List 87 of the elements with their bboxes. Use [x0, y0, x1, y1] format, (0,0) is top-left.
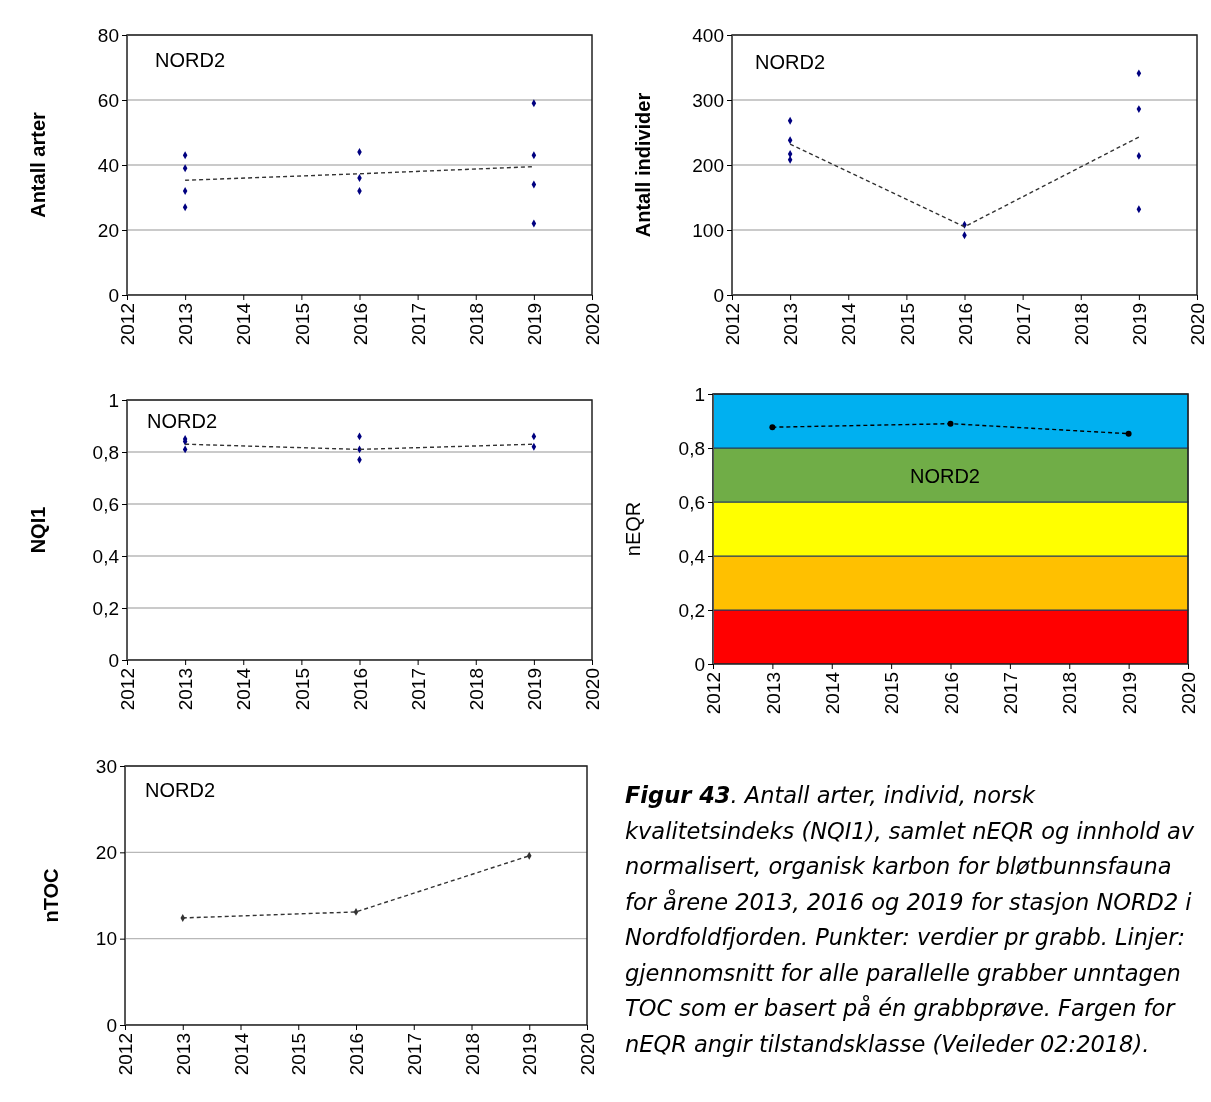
y-axis-title: nTOC — [40, 868, 62, 923]
x-tick-label: 2019 — [524, 303, 546, 346]
x-tick-label: 2012 — [703, 672, 725, 715]
x-tick-label: 2015 — [881, 672, 903, 715]
y-tick-label: 0 — [108, 284, 119, 306]
y-tick-label: 0,6 — [92, 493, 119, 515]
x-tick-label: 2016 — [349, 668, 371, 711]
y-tick-label: 0 — [694, 653, 705, 675]
x-tick-label: 2020 — [577, 1033, 599, 1076]
annotation: NORD2 — [755, 51, 826, 74]
y-tick-label: 0,2 — [92, 597, 119, 619]
y-tick-label: 40 — [97, 154, 119, 176]
x-tick-label: 2015 — [291, 303, 313, 346]
y-tick-label: 0,4 — [678, 545, 706, 567]
annotation: NORD2 — [145, 779, 216, 802]
x-tick-label: 2015 — [896, 303, 918, 346]
x-tick-label: 2014 — [233, 667, 255, 711]
y-tick-label: 0,4 — [92, 545, 120, 567]
x-tick-label: 2015 — [291, 668, 313, 711]
annotation: NORD2 — [155, 49, 226, 72]
y-axis-title: Antall arter — [27, 111, 49, 218]
point — [180, 914, 186, 922]
x-tick-label: 2014 — [233, 302, 255, 346]
y-tick-label: 20 — [95, 841, 117, 863]
y-tick-label: 10 — [95, 928, 117, 950]
x-tick-label: 2018 — [1070, 303, 1092, 346]
y-tick-label: 80 — [97, 24, 119, 46]
point — [769, 424, 776, 431]
y-tick-label: 400 — [692, 24, 724, 46]
y-tick-label: 30 — [95, 755, 117, 777]
x-tick-label: 2020 — [582, 303, 604, 346]
x-tick-label: 2018 — [465, 303, 487, 346]
x-tick-label: 2012 — [117, 668, 139, 711]
y-axis-title: Antall individer — [632, 92, 654, 238]
y-tick-label: 0,8 — [678, 437, 705, 459]
x-tick-label: 2016 — [940, 672, 962, 715]
x-tick-label: 2016 — [349, 303, 371, 346]
x-tick-label: 2017 — [407, 668, 429, 711]
x-tick-label: 2018 — [465, 668, 487, 711]
y-tick-label: 0,8 — [92, 441, 119, 463]
point — [1125, 430, 1132, 437]
annotation: NORD2 — [147, 410, 218, 433]
x-tick-label: 2013 — [780, 303, 802, 346]
y-tick-label: 0 — [106, 1014, 117, 1036]
y-tick-label: 0,2 — [678, 599, 705, 621]
x-tick-label: 2014 — [838, 302, 860, 346]
y-axis-title: NQI1 — [27, 506, 49, 554]
y-tick-label: 1 — [694, 383, 705, 405]
annotation: NORD2 — [909, 465, 981, 488]
y-tick-label: 60 — [97, 89, 119, 111]
x-tick-label: 2019 — [524, 668, 546, 711]
y-tick-label: 0 — [713, 284, 724, 306]
x-tick-label: 2016 — [346, 1033, 368, 1076]
x-tick-label: 2012 — [722, 303, 744, 346]
x-tick-label: 2017 — [1000, 672, 1022, 715]
point — [947, 420, 954, 427]
y-tick-label: 300 — [692, 89, 724, 111]
point — [182, 187, 188, 195]
y-axis-title: nEQR — [622, 501, 644, 557]
x-tick-label: 2013 — [172, 1033, 194, 1076]
x-tick-label: 2019 — [1118, 672, 1140, 715]
x-tick-label: 2019 — [519, 1033, 541, 1076]
x-tick-label: 2019 — [1129, 303, 1151, 346]
x-tick-label: 2018 — [461, 1033, 483, 1076]
x-tick-label: 2020 — [582, 668, 604, 711]
x-tick-label: 2017 — [1012, 303, 1034, 346]
x-tick-label: 2018 — [1059, 672, 1081, 715]
x-tick-label: 2017 — [403, 1033, 425, 1076]
x-tick-label: 2014 — [821, 671, 843, 715]
x-tick-label: 2012 — [115, 1033, 137, 1076]
y-tick-label: 0,6 — [678, 491, 705, 513]
x-tick-label: 2013 — [175, 303, 197, 346]
x-tick-label: 2013 — [175, 668, 197, 711]
text: Figur 43. Antall arter, individ, norsk kvalitetsindeks (NQI1), samlet nEQR og innhold av normalisert, organisk karbon for bløtbunnsfauna for årene 2013, 2016 og 2019 for stasjon NORD2 i Nordfoldfjorden. Punkter: verdier pr grabb. Linjer: gjennomsnitt for alle parallelle grabber unntagen TOC som er basert på én grabbprøve. Fargen for nEQR angir tilstandsklasse (Veileder 02:2018). — [625, 782, 1194, 1057]
y-tick-label: 1 — [108, 389, 119, 411]
x-tick-label: 2012 — [117, 303, 139, 346]
y-tick-label: 100 — [692, 219, 724, 241]
x-tick-label: 2020 — [1178, 672, 1200, 715]
x-tick-label: 2016 — [954, 303, 976, 346]
y-tick-label: 20 — [97, 219, 119, 241]
x-tick-label: 2015 — [288, 1033, 310, 1076]
y-tick-label: 200 — [692, 154, 724, 176]
x-tick-label: 2014 — [230, 1032, 252, 1076]
x-tick-label: 2020 — [1187, 303, 1209, 346]
x-tick-label: 2017 — [407, 303, 429, 346]
y-tick-label: 0 — [108, 649, 119, 671]
x-tick-label: 2013 — [762, 672, 784, 715]
